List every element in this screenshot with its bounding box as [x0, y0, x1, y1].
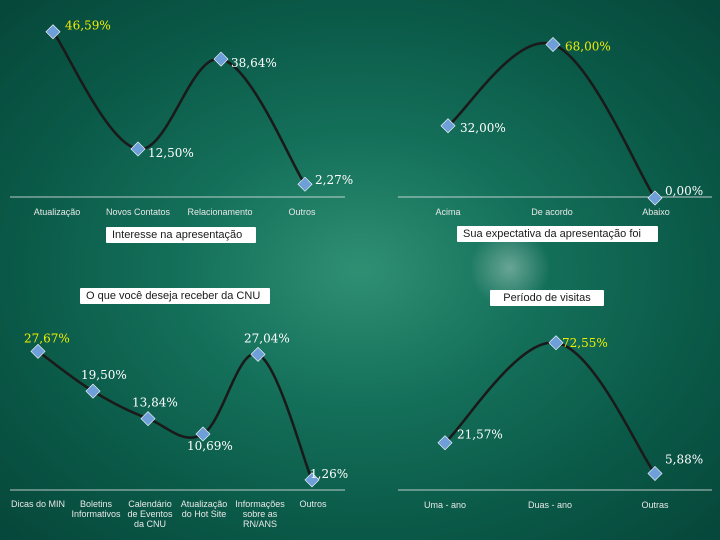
data-point-marker	[647, 190, 663, 206]
x-tick-label: Duas - ano	[528, 500, 572, 510]
data-point-marker	[548, 335, 564, 351]
series-line	[51, 30, 307, 186]
x-tick-label: Novos Contatos	[106, 207, 171, 217]
data-value-label: 12,50%	[148, 146, 194, 160]
series-line	[443, 341, 657, 475]
x-tick-label: Relacionamento	[187, 207, 252, 217]
data-value-label: 27,67%	[24, 331, 70, 345]
x-tick-label: Dicas do MIN	[11, 499, 65, 509]
data-point-marker	[45, 24, 61, 40]
x-tick-label: Outras	[641, 500, 669, 510]
data-point-marker	[437, 435, 453, 451]
data-value-label: 19,50%	[81, 368, 127, 382]
x-tick-label: Acima	[435, 207, 460, 217]
data-value-label: 38,64%	[231, 56, 277, 70]
data-value-label: 10,69%	[187, 439, 233, 453]
data-value-label: 13,84%	[132, 396, 178, 410]
data-value-label: 21,57%	[457, 428, 503, 442]
x-tick-label: Uma - ano	[424, 500, 466, 510]
data-point-marker	[304, 472, 320, 488]
x-tick-label: Atualização do Hot Site	[181, 499, 228, 519]
x-tick-label: Boletins Informativos	[71, 499, 121, 519]
chart-title-expectativa: Sua expectativa da apresentação foi	[457, 226, 658, 242]
chart-title-periodo: Período de visitas	[490, 290, 604, 306]
chart-title-receber: O que você deseja receber da CNU	[80, 288, 270, 304]
data-value-label: 72,55%	[562, 336, 608, 350]
data-point-marker	[647, 465, 663, 481]
data-point-marker	[297, 176, 313, 192]
data-point-marker	[30, 343, 46, 359]
data-point-marker	[195, 426, 211, 442]
x-tick-label: Abaixo	[642, 207, 670, 217]
data-value-label: 46,59%	[65, 19, 111, 33]
x-tick-label: Atualização	[34, 207, 81, 217]
data-value-label: 5,88%	[665, 452, 703, 466]
x-tick-label: Informações sobre as RN/ANS	[235, 499, 285, 529]
data-value-label: 2,27%	[315, 173, 353, 187]
data-value-label: 0,00%	[665, 184, 703, 198]
data-value-label: 27,04%	[244, 331, 290, 345]
chart-title-interesse: Interesse na apresentação	[106, 227, 256, 243]
x-tick-label: Calendário de Eventos da CNU	[127, 499, 173, 529]
data-point-marker	[130, 141, 146, 157]
data-point-marker	[545, 37, 561, 53]
series-line	[36, 350, 314, 482]
data-value-label: 32,00%	[460, 121, 506, 135]
data-point-marker	[250, 346, 266, 362]
x-tick-label: De acordo	[531, 207, 573, 217]
data-value-label: 68,00%	[565, 40, 611, 54]
x-tick-label: Outros	[299, 499, 327, 509]
data-point-marker	[213, 51, 229, 67]
data-point-marker	[140, 411, 156, 427]
data-point-marker	[85, 383, 101, 399]
x-tick-label: Outros	[288, 207, 316, 217]
data-value-label: 1,26%	[310, 467, 348, 481]
data-point-marker	[440, 118, 456, 134]
